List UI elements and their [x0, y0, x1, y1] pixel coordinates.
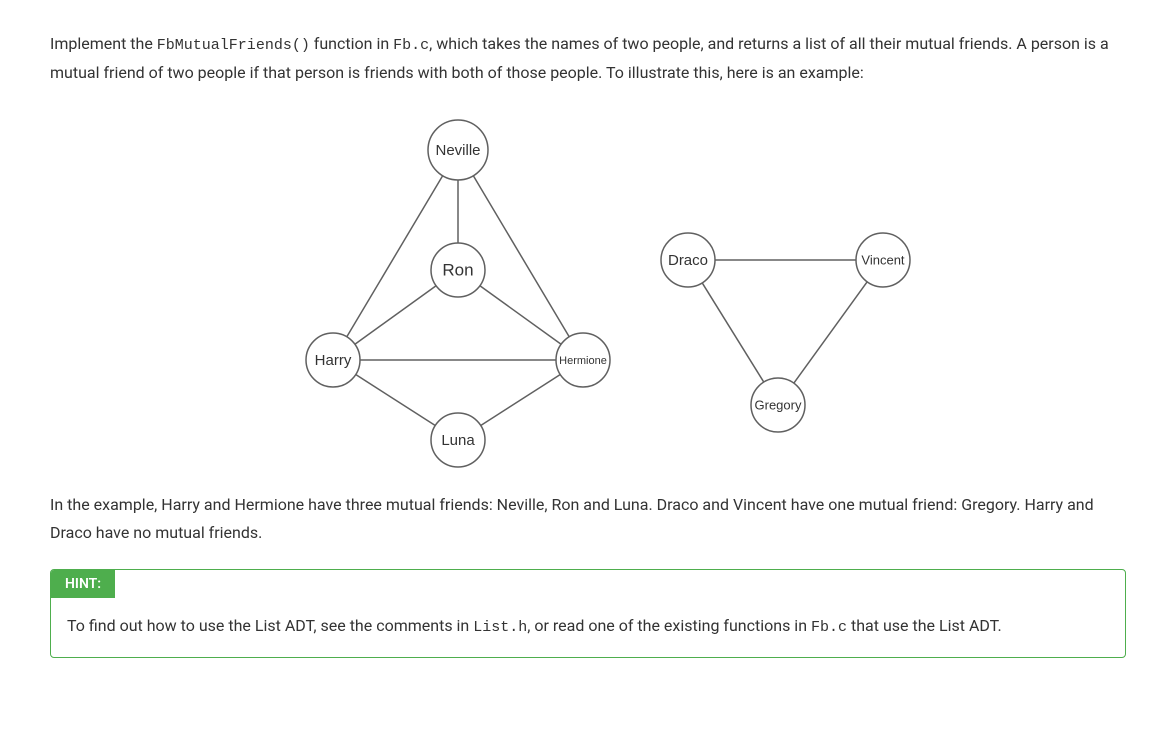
node-gregory: Gregory	[751, 378, 805, 432]
node-label-harry: Harry	[315, 352, 352, 369]
inline-code: Fb.c	[811, 619, 847, 636]
page: Implement the FbMutualFriends() function…	[0, 0, 1176, 678]
edge-ron-hermione	[480, 286, 561, 344]
friends-graph: Neville Ron Harry Hermione Luna Draco Vincent G…	[248, 105, 928, 475]
conclusion-paragraph: In the example, Harry and Hermione have …	[50, 491, 1126, 547]
edge-vincent-gregory	[794, 282, 867, 383]
node-draco: Draco	[661, 233, 715, 287]
node-label-draco: Draco	[668, 252, 708, 269]
diagram-container: Neville Ron Harry Hermione Luna Draco Vincent G…	[50, 105, 1126, 475]
hint-tab: HINT:	[51, 570, 115, 598]
edge-harry-luna	[356, 375, 436, 426]
edge-neville-harry	[347, 176, 443, 337]
node-label-hermione: Hermione	[559, 355, 607, 367]
hint-body: To find out how to use the List ADT, see…	[51, 598, 1125, 657]
node-label-neville: Neville	[435, 142, 480, 159]
node-label-gregory: Gregory	[755, 398, 802, 413]
inline-code: List.h	[473, 619, 527, 636]
node-vincent: Vincent	[856, 233, 910, 287]
inline-code: Fb.c	[393, 37, 429, 54]
edge-draco-gregory	[702, 283, 764, 382]
intro-paragraph: Implement the FbMutualFriends() function…	[50, 30, 1126, 87]
node-harry: Harry	[306, 333, 360, 387]
node-label-luna: Luna	[441, 432, 475, 449]
edge-neville-hermione	[473, 176, 569, 337]
node-neville: Neville	[428, 120, 488, 180]
node-hermione: Hermione	[556, 333, 610, 387]
node-ron: Ron	[431, 243, 485, 297]
node-luna: Luna	[431, 413, 485, 467]
node-label-ron: Ron	[442, 261, 473, 280]
hint-box: HINT: To find out how to use the List AD…	[50, 569, 1126, 658]
inline-code: FbMutualFriends()	[157, 37, 310, 54]
edge-hermione-luna	[481, 375, 561, 426]
node-label-vincent: Vincent	[861, 253, 905, 268]
edge-ron-harry	[355, 286, 436, 344]
